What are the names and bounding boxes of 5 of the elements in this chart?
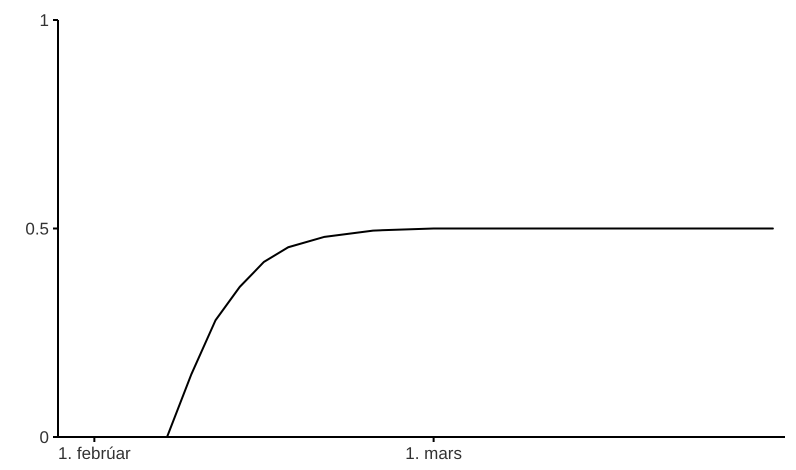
y-tick-label: 0 <box>40 428 49 447</box>
y-tick-label: 1 <box>40 10 49 30</box>
x-tick-label: 1. febrúar <box>58 444 132 463</box>
x-tick-label: 1. mars <box>405 444 462 463</box>
y-tick-label: 0.5 <box>25 219 49 238</box>
